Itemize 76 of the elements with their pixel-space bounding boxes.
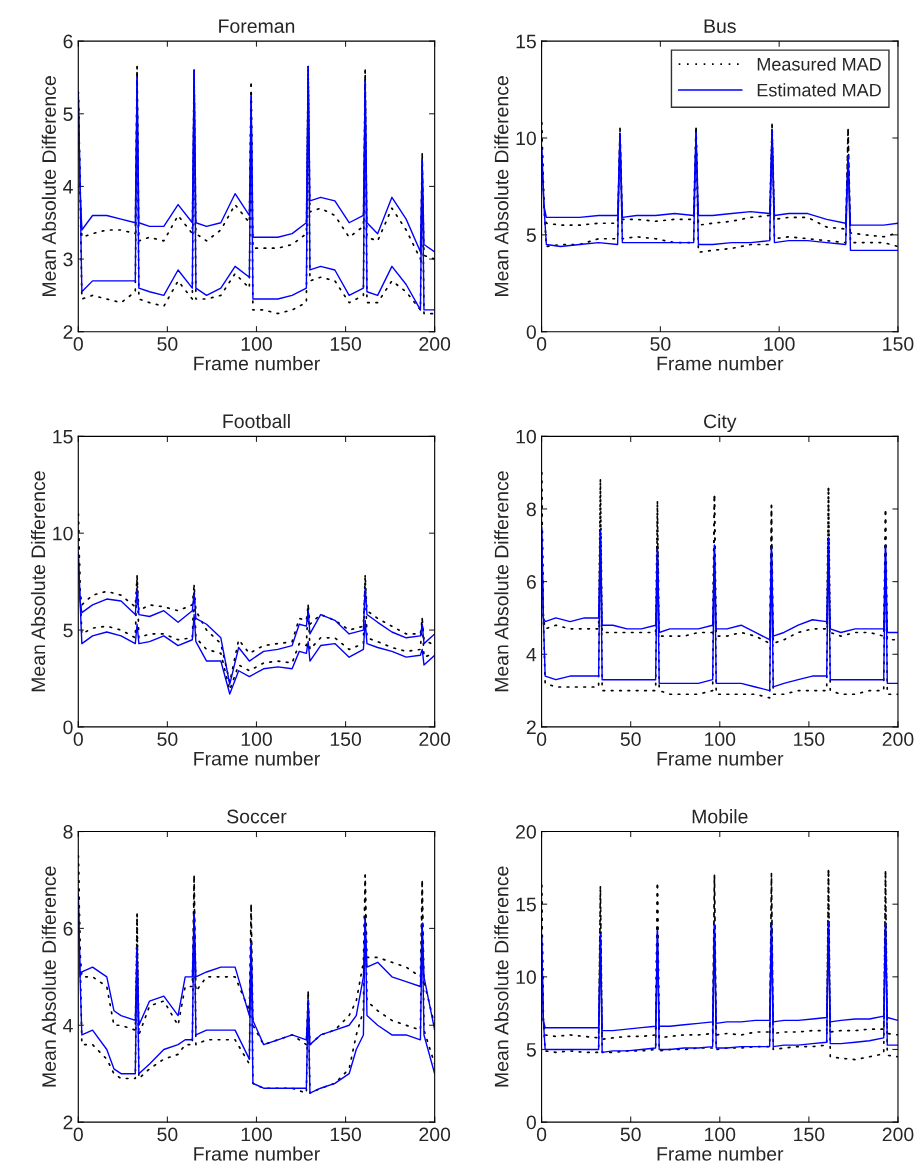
x-tick-label: 200 [882, 732, 914, 747]
x-axis-title: Frame number [194, 751, 320, 766]
legend-label: Measured MAD [757, 57, 881, 71]
y-axis-title: Mean Absolute Difference [41, 76, 56, 296]
x-tick-label: 200 [419, 1127, 451, 1142]
x-tick-label: 100 [241, 732, 272, 747]
x-tick-label: 0 [536, 1127, 547, 1142]
y-tick-label: 15 [53, 430, 73, 444]
y-tick-label: 8 [526, 502, 536, 517]
x-tick-label: 150 [330, 337, 362, 351]
x-tick-label: 0 [536, 732, 547, 747]
x-axis-title: Frame number [657, 751, 784, 766]
y-tick-label: 4 [526, 647, 537, 662]
y-tick-label: 8 [63, 825, 73, 839]
y-axis-title: Mean Absolute Difference [494, 76, 509, 296]
legend-label: Estimated MAD [757, 83, 881, 97]
chart-title: Foreman [219, 19, 295, 33]
y-tick-label: 20 [516, 825, 536, 839]
x-tick-label: 100 [764, 337, 795, 351]
y-tick-label: 0 [526, 325, 536, 339]
x-tick-label: 150 [330, 732, 362, 747]
x-axis-title: Frame number [657, 1146, 784, 1161]
x-tick-label: 200 [419, 732, 451, 747]
x-tick-label: 150 [794, 1127, 825, 1142]
x-tick-label: 200 [882, 1127, 914, 1142]
y-tick-label: 2 [63, 1115, 73, 1130]
chart-title: Bus [704, 19, 736, 33]
x-tick-label: 50 [620, 1127, 641, 1142]
x-tick-label: 0 [73, 1127, 83, 1142]
x-tick-label: 50 [620, 732, 641, 747]
y-tick-label: 15 [516, 897, 536, 912]
x-tick-label: 200 [419, 337, 451, 351]
y-tick-label: 10 [516, 970, 536, 985]
x-tick-label: 50 [157, 732, 178, 747]
y-axis-title: Mean Absolute Difference [494, 866, 509, 1087]
x-tick-label: 150 [883, 337, 914, 351]
y-tick-label: 5 [63, 107, 73, 122]
x-tick-label: 100 [241, 337, 272, 351]
y-tick-label: 5 [63, 623, 73, 638]
y-axis-title: Mean Absolute Difference [30, 471, 46, 692]
y-tick-label: 3 [63, 252, 73, 267]
y-tick-label: 6 [526, 575, 536, 589]
y-tick-label: 2 [63, 325, 73, 339]
x-tick-label: 0 [73, 732, 83, 747]
chart-title: City [704, 413, 737, 433]
y-tick-label: 4 [63, 180, 73, 194]
x-tick-label: 0 [73, 337, 83, 351]
y-tick-label: 10 [53, 526, 73, 541]
x-tick-label: 100 [705, 732, 736, 747]
x-tick-label: 0 [536, 337, 547, 351]
x-tick-label: 50 [157, 1127, 178, 1142]
y-tick-label: 4 [63, 1018, 73, 1033]
x-tick-label: 150 [794, 732, 825, 747]
x-axis-title: Frame number [194, 1146, 320, 1161]
chart-title: Football [223, 413, 290, 429]
x-axis-title: Frame number [657, 356, 784, 371]
y-tick-label: 10 [516, 131, 536, 146]
y-axis-title: Mean Absolute Difference [41, 866, 56, 1087]
y-tick-label: 6 [63, 921, 73, 936]
y-tick-label: 10 [516, 429, 536, 444]
x-tick-label: 100 [705, 1127, 736, 1142]
y-tick-label: 6 [63, 34, 73, 49]
y-tick-label: 5 [526, 228, 536, 243]
y-axis-title: Mean Absolute Difference [494, 471, 509, 692]
y-tick-label: 15 [516, 34, 536, 49]
x-tick-label: 50 [650, 337, 671, 351]
y-tick-label: 2 [526, 720, 536, 734]
y-tick-label: 0 [63, 720, 73, 735]
y-tick-label: 0 [526, 1115, 536, 1130]
x-tick-label: 100 [241, 1127, 272, 1142]
chart-title: Mobile [692, 809, 748, 824]
x-tick-label: 150 [330, 1127, 362, 1142]
x-tick-label: 50 [157, 337, 178, 351]
y-tick-label: 5 [526, 1043, 536, 1057]
chart-title: Soccer [227, 809, 287, 824]
x-axis-title: Frame number [194, 356, 320, 371]
